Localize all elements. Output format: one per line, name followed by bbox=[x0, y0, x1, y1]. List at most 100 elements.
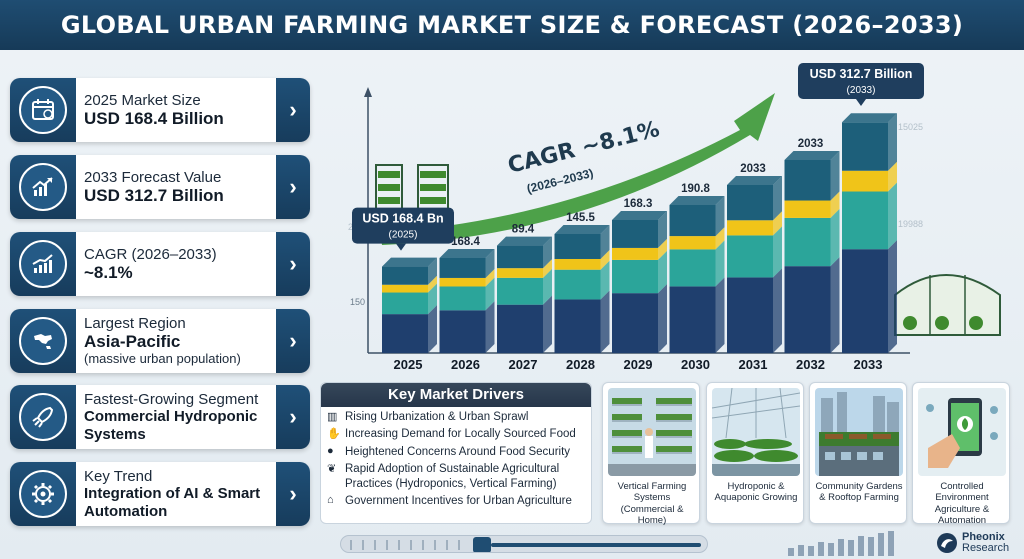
bar-segment-base bbox=[554, 299, 601, 353]
bar-segment-top-side bbox=[658, 211, 667, 248]
carousel-scrollbar[interactable] bbox=[340, 535, 708, 553]
card-value: Commercial Hydroponic Systems bbox=[84, 408, 258, 443]
callout-end-year: (2033) bbox=[847, 85, 876, 96]
bar-segment-band-side bbox=[543, 259, 552, 278]
chart-bar bbox=[382, 257, 437, 353]
bar-segment-base bbox=[497, 304, 543, 353]
bar-segment-band bbox=[554, 258, 601, 270]
bar-segment-band-side bbox=[428, 275, 437, 293]
card-forecast-value[interactable]: 2033 Forecast Value USD 312.7 Billion › bbox=[10, 155, 310, 219]
card-fastest-segment[interactable]: Fastest-Growing Segment Commercial Hydro… bbox=[10, 385, 310, 449]
data-label: 2033 bbox=[740, 163, 766, 175]
bar-segment-base bbox=[842, 249, 888, 353]
bar-segment-top bbox=[612, 220, 658, 248]
bar-segment-band-side bbox=[600, 249, 610, 270]
card-text: Key Trend Integration of AI & Smart Auto… bbox=[76, 468, 276, 520]
card-text: CAGR (2026–2033) ~8.1% bbox=[76, 246, 276, 283]
bar-segment-band bbox=[669, 236, 716, 250]
bar-segment-mid-side bbox=[658, 250, 667, 294]
tile-caption: Controlled Environment Agriculture & Aut… bbox=[934, 481, 990, 527]
data-label: 89.4 bbox=[512, 224, 535, 236]
bar-top-face bbox=[727, 176, 782, 185]
chevron-right-icon[interactable]: › bbox=[276, 385, 310, 449]
driver-text: Increasing Demand for Locally Sourced Fo… bbox=[345, 428, 576, 441]
chart-bar bbox=[612, 211, 667, 353]
bar-top-face bbox=[382, 257, 437, 267]
callout-end-box bbox=[798, 63, 924, 99]
government-icon: ⌂ bbox=[327, 493, 334, 506]
segment-tile-vertical-farming[interactable]: Vertical Farming Systems (Commercial & H… bbox=[602, 382, 700, 527]
bar-segment-top bbox=[727, 185, 773, 221]
callout-start-pointer bbox=[396, 243, 406, 251]
bar-segment-base-side bbox=[715, 277, 725, 353]
x-tick-label: 2030 bbox=[681, 357, 710, 372]
chevron-right-icon[interactable]: › bbox=[276, 155, 310, 219]
bar-segment-top-side bbox=[485, 249, 495, 278]
chevron-right-icon[interactable]: › bbox=[276, 462, 310, 526]
bar-segment-mid bbox=[554, 269, 601, 300]
y-tick-label: 150 bbox=[350, 297, 365, 307]
bar-top-face bbox=[612, 211, 667, 220]
bar-segment-base bbox=[439, 310, 486, 353]
bar-top-face bbox=[784, 151, 840, 160]
plant-row bbox=[420, 197, 446, 204]
card-icon-bg bbox=[10, 385, 76, 449]
bar-segment-mid bbox=[439, 286, 486, 311]
card-text: Largest Region Asia-Pacific (massive urb… bbox=[76, 315, 276, 367]
segment-tile-cea[interactable]: Controlled Environment Agriculture & Aut… bbox=[912, 382, 1010, 527]
driver-item: ▥ Rising Urbanization & Urban Sprawl bbox=[321, 410, 591, 424]
chevron-right-icon[interactable]: › bbox=[276, 78, 310, 142]
card-icon-bg bbox=[10, 78, 76, 142]
segment-tile-community-gardens[interactable]: Community Gardens & Rooftop Farming bbox=[809, 382, 907, 524]
title-bar: GLOBAL URBAN FARMING MARKET SIZE & FOREC… bbox=[0, 0, 1024, 50]
bar-segment-base bbox=[669, 286, 716, 353]
bar-segment-base-side bbox=[600, 290, 610, 353]
chart-bar bbox=[554, 225, 610, 353]
card-label: 2025 Market Size bbox=[84, 91, 201, 109]
callout-start-value: USD 168.4 Bn bbox=[362, 212, 443, 226]
card-text: 2025 Market Size USD 168.4 Billion bbox=[76, 92, 276, 129]
chevron-right-icon[interactable]: › bbox=[276, 309, 310, 373]
bar-segment-mid-side bbox=[485, 277, 495, 311]
bar-segment-band-side bbox=[658, 238, 667, 260]
card-text: Fastest-Growing Segment Commercial Hydro… bbox=[76, 391, 276, 443]
bar-segment-mid-side bbox=[600, 260, 610, 300]
bar-segment-band bbox=[382, 284, 428, 293]
x-tick-label: 2029 bbox=[624, 357, 653, 372]
card-largest-region[interactable]: Largest Region Asia-Pacific (massive urb… bbox=[10, 309, 310, 373]
card-market-size[interactable]: 2025 Market Size USD 168.4 Billion › bbox=[10, 78, 310, 142]
bar-segment-base-side bbox=[428, 305, 437, 353]
card-icon-bg bbox=[10, 309, 76, 373]
bar-segment-top-side bbox=[888, 113, 897, 171]
tile-caption: Vertical Farming Systems (Commercial & H… bbox=[617, 481, 687, 527]
bar-segment-base bbox=[727, 277, 773, 353]
trend-chart-icon bbox=[19, 240, 67, 288]
chart-bar bbox=[842, 113, 897, 353]
card-text: 2033 Forecast Value USD 312.7 Billion bbox=[76, 169, 276, 206]
greenhouse-plant bbox=[935, 316, 949, 330]
bar-segment-band-side bbox=[773, 211, 782, 236]
card-key-trend[interactable]: Key Trend Integration of AI & Smart Auto… bbox=[10, 462, 310, 526]
data-label: 190.8 bbox=[681, 183, 710, 195]
bar-segment-mid bbox=[727, 235, 773, 278]
segment-tile-hydroponic[interactable]: Hydroponic & Aquaponic Growing bbox=[706, 382, 804, 524]
x-tick-label: 2032 bbox=[796, 357, 825, 372]
chart-labels: 2025 2026 168.4 2027 89.4 2028 145.5 2029 168.3 2… bbox=[352, 63, 924, 372]
tile-caption: Community Gardens & Rooftop Farming bbox=[815, 481, 903, 504]
card-label: 2033 Forecast Value bbox=[84, 168, 222, 186]
bar-segment-top bbox=[554, 234, 601, 259]
card-label: CAGR (2026–2033) bbox=[84, 245, 217, 263]
driver-text: Rapid Adoption of Sustainable Agricultur… bbox=[345, 463, 560, 490]
bar-segment-band bbox=[612, 247, 658, 260]
greenhouse-plant bbox=[969, 316, 983, 330]
rooftop-garden-image bbox=[815, 388, 903, 476]
card-cagr[interactable]: CAGR (2026–2033) ~8.1% › bbox=[10, 232, 310, 296]
bar-segment-mid bbox=[497, 277, 543, 305]
chevron-right-icon[interactable]: › bbox=[276, 232, 310, 296]
card-icon-bg bbox=[10, 462, 76, 526]
bar-top-face bbox=[842, 113, 897, 123]
mini-bars-decor bbox=[788, 531, 894, 556]
bar-segment-top bbox=[382, 266, 428, 285]
plant-row bbox=[378, 171, 400, 178]
bar-segment-mid bbox=[382, 292, 428, 315]
